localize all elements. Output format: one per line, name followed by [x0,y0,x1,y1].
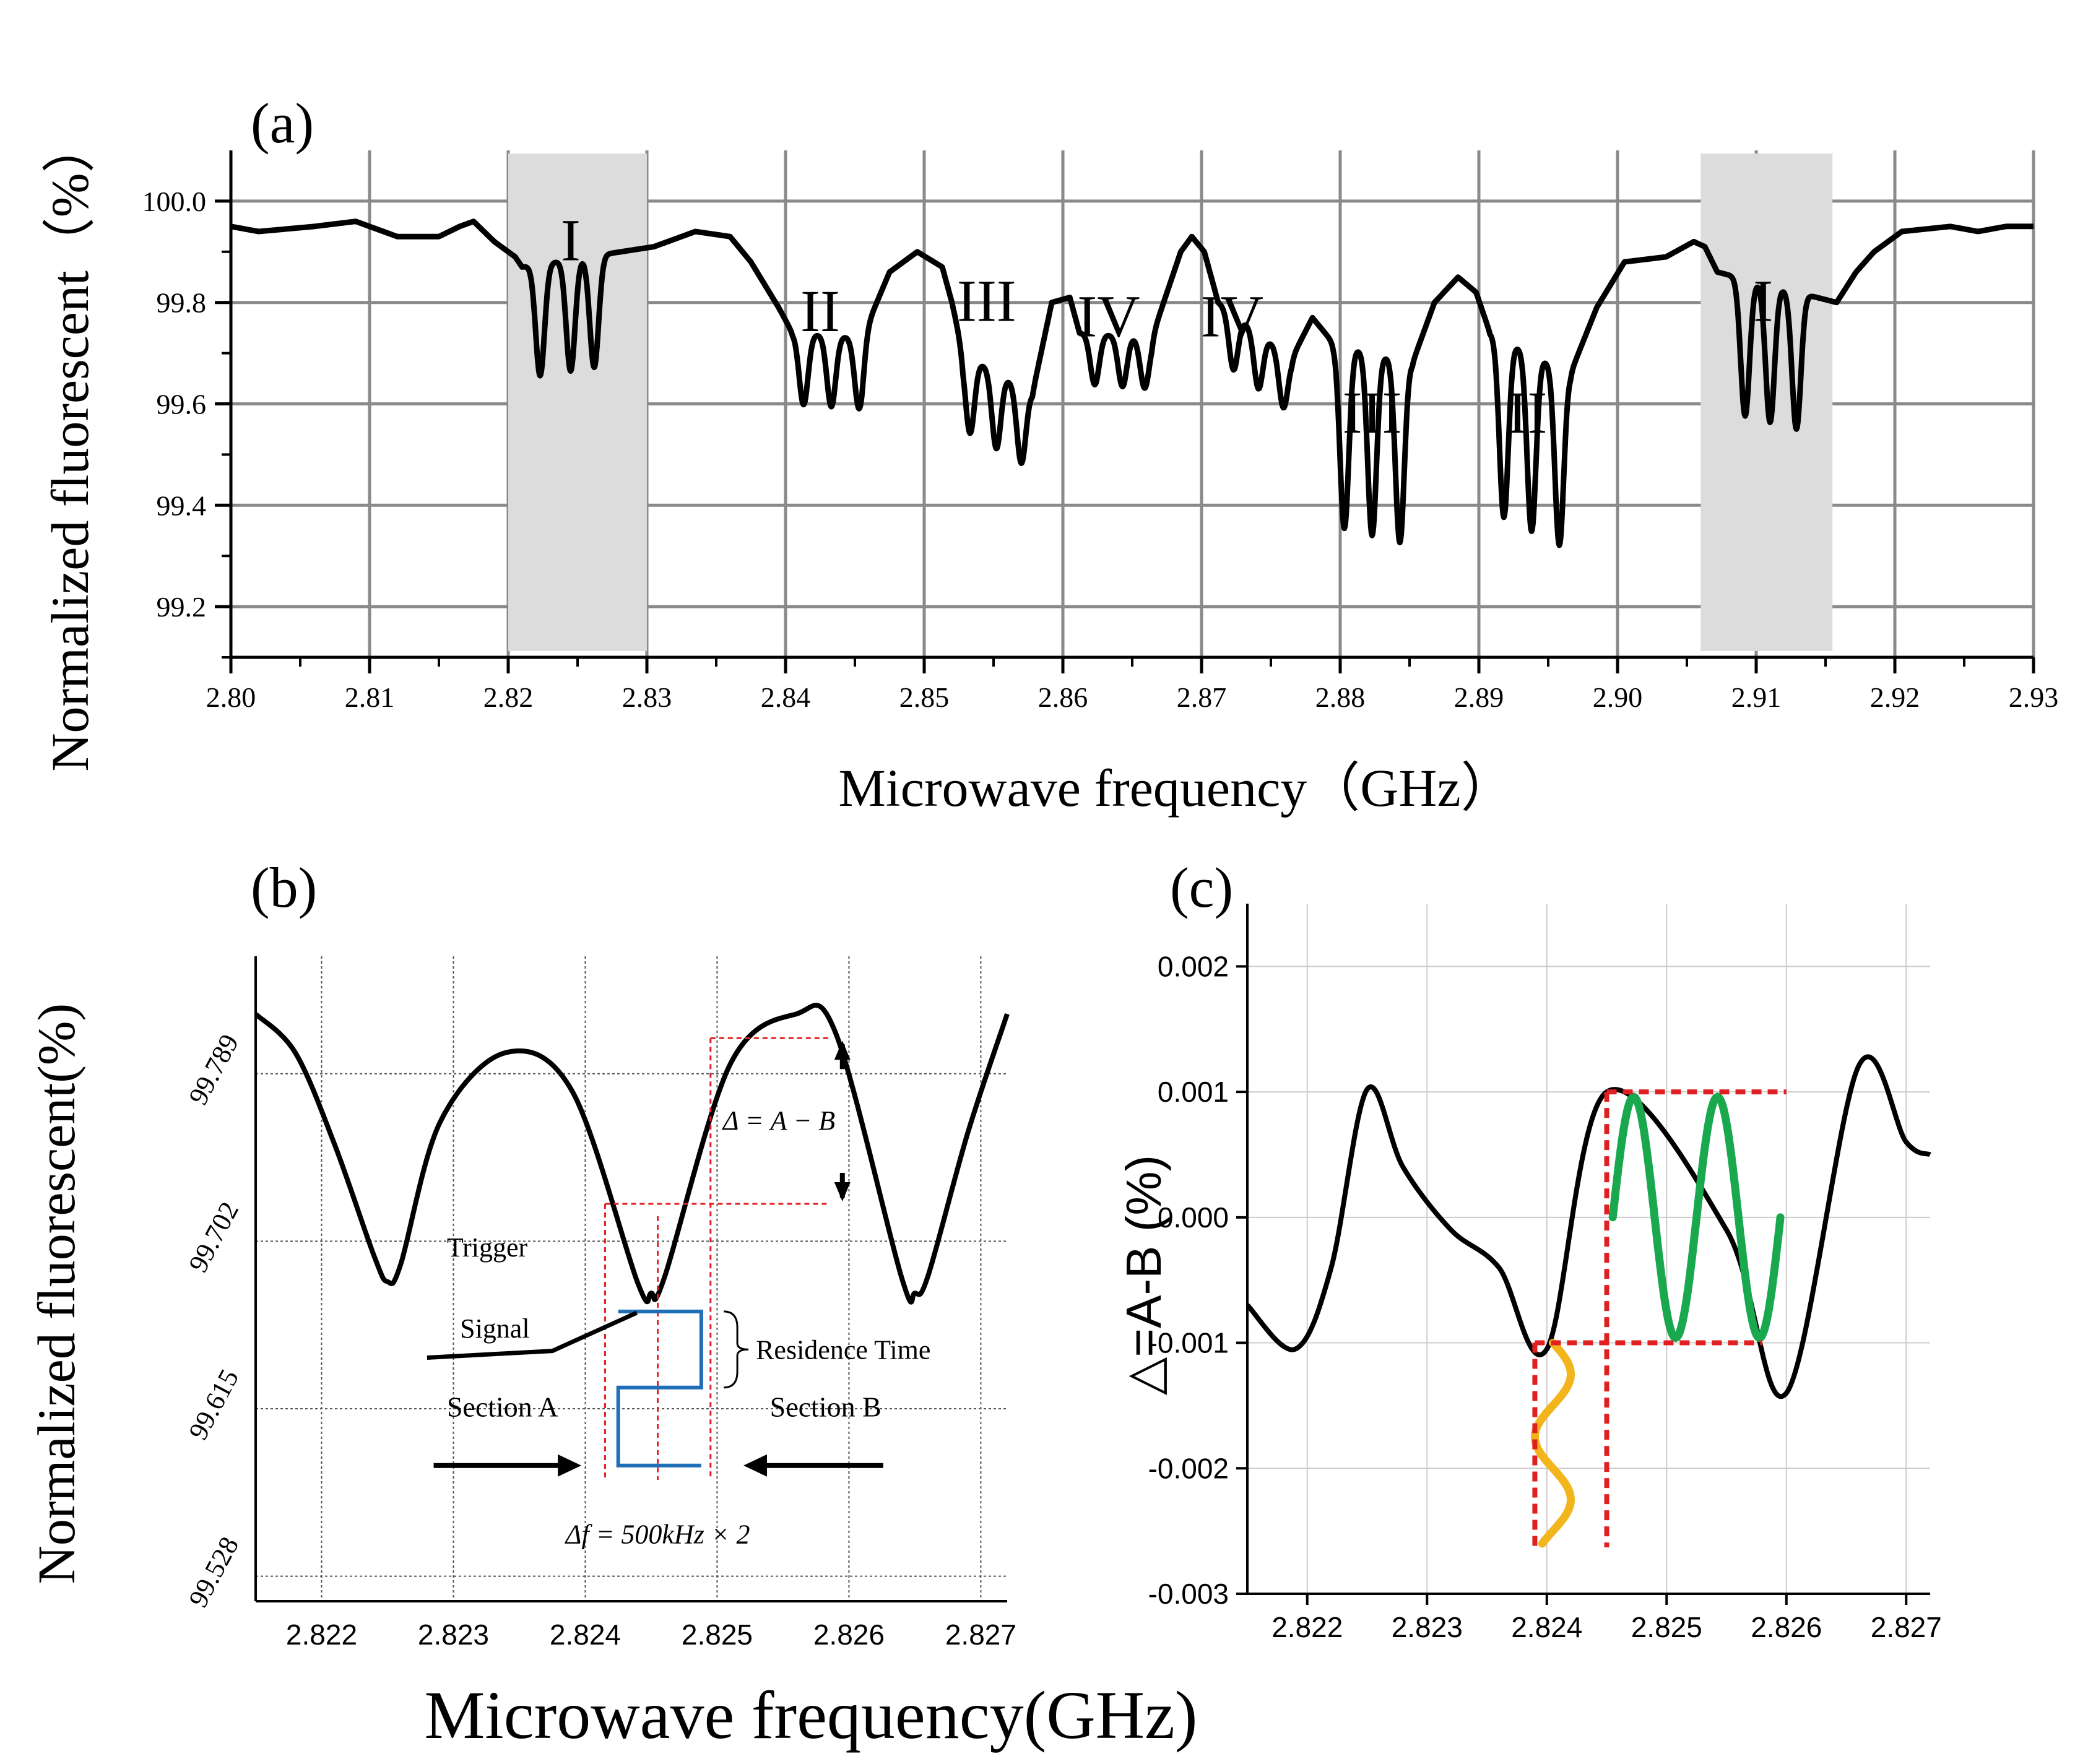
b-signal-label: Signal [460,1313,529,1344]
c-xtick-label: 2.826 [1751,1611,1822,1643]
c-curve [1245,1054,1931,1399]
a-xtick-label: 2.92 [1870,681,1920,713]
a-group-label-7: I [1753,268,1773,334]
b-residence-trace [616,1309,703,1468]
c-axes: 2.822 2.823 2.824 2.825 2.826 2.827 -0.003 -0.0… [1148,904,1942,1643]
a-group-label-3: IV [1077,283,1140,349]
a-curve [228,218,2036,548]
a-group-label-0: I [561,207,581,273]
b-xtick-label: 2.824 [550,1619,621,1651]
c-ytick-label: -0.001 [1148,1327,1229,1359]
a-ylabel: Normalized fluorescent（%） [40,119,100,771]
b-annotations: Δ = A − B Trigger Signal Residence Time Sect… [427,1037,930,1550]
a-xtick-label: 2.83 [622,681,672,713]
a-ytick-label: 99.4 [157,490,207,521]
b-xtick-label: 2.827 [945,1619,1016,1651]
a-ytick-label: 99.2 [157,591,207,623]
b-ytick-label: 99.528 [183,1532,245,1612]
a-xtick-label: 2.88 [1315,681,1366,713]
c-series-green-sine [1608,1092,1785,1342]
b-curve-group [254,1003,1010,1305]
b-df-label: Δf = 500kHz × 2 [565,1520,750,1550]
b-ytick-label: 99.789 [183,1029,245,1110]
a-ytick-label: 100.0 [142,186,207,217]
b-trigger-label: Trigger [447,1232,528,1263]
panel-c-label: (c) [1170,856,1233,919]
a-xtick-label: 2.81 [345,681,395,713]
c-ytick-label: -0.002 [1148,1452,1229,1484]
a-ytick-label: 99.6 [157,389,207,420]
b-residence-label: Residence Time [756,1334,930,1365]
c-ytick-label: 0.001 [1158,1076,1229,1108]
panel-a: 2.80 2.81 2.82 2.83 2.84 2.85 2.86 2.87 2.88 2.89… [40,92,2058,818]
c-ylabel: △=A-B (%) [1116,1155,1171,1395]
a-group-label-2: III [957,268,1016,334]
a-group-label-5: III [1343,379,1402,446]
panel-b: 2.822 2.823 2.824 2.825 2.826 2.827 99.528 99.6… [27,856,1016,1651]
c-xtick-label: 2.825 [1631,1611,1702,1643]
panel-c: 2.822 2.823 2.824 2.825 2.826 2.827 -0.003 -0.0… [1116,856,1942,1643]
c-annotations [1532,1089,1787,1547]
a-xtick-label: 2.85 [899,681,950,713]
c-xtick-label: 2.823 [1392,1611,1463,1643]
a-curve-group [228,218,2036,548]
a-xtick-label: 2.82 [483,681,534,713]
c-ytick-label: 0.002 [1158,950,1229,982]
a-xtick-label: 2.86 [1038,681,1088,713]
a-shaded-regions [508,153,1833,651]
a-axes: 2.80 2.81 2.82 2.83 2.84 2.85 2.86 2.87 2.88 2.89… [142,150,2059,713]
b-grid [256,956,1007,1601]
a-shaded-region-0 [508,153,647,651]
b-ytick-label: 99.615 [183,1364,245,1445]
b-section-a-label: Section A [447,1391,558,1422]
a-group-label-4: IV [1201,283,1263,349]
b-curve [254,1003,1010,1305]
c-xtick-label: 2.822 [1271,1611,1343,1643]
b-delta-label: Δ = A − B [722,1105,835,1136]
c-grid [1247,904,1930,1594]
a-ytick-label: 99.8 [157,287,207,319]
a-group-label-6: II [1507,379,1547,446]
a-xtick-label: 2.87 [1177,681,1227,713]
a-xtick-label: 2.84 [761,681,811,713]
a-xlabel: Microwave frequency（GHz） [838,758,1514,818]
a-xtick-label: 2.80 [206,681,256,713]
b-ylabel: Normalized fluorescent(%) [27,1003,86,1584]
b-section-b-arrowhead [743,1454,767,1477]
a-xtick-label: 2.90 [1593,681,1643,713]
b-delta-arrowhead-down [834,1182,851,1202]
c-xtick-label: 2.827 [1871,1611,1942,1643]
shared-xlabel: Microwave frequency(GHz) [424,1677,1197,1753]
b-xtick-label: 2.825 [682,1619,753,1651]
b-section-a-arrowhead [558,1454,582,1477]
panel-b-label: (b) [251,856,317,919]
b-xtick-label: 2.823 [418,1619,489,1651]
a-xtick-label: 2.91 [1731,681,1782,713]
c-curve-group [1245,1054,1931,1548]
b-xtick-label: 2.826 [813,1619,885,1651]
a-group-label-1: II [800,278,840,344]
b-delta-arrowhead-up [834,1040,851,1060]
b-ytick-label: 99.702 [183,1197,245,1278]
a-xtick-label: 2.93 [2009,681,2059,713]
b-xtick-label: 2.822 [286,1619,357,1651]
panel-a-label: (a) [251,92,314,155]
a-xtick-label: 2.89 [1454,681,1504,713]
c-ytick-label: -0.003 [1148,1578,1229,1610]
b-section-b-label: Section B [770,1391,882,1422]
c-series-orange-sine [1530,1339,1575,1548]
b-trigger-line [427,1310,638,1360]
c-xtick-label: 2.824 [1511,1611,1582,1643]
c-ytick-label: 0.000 [1158,1201,1229,1234]
b-brace [724,1310,749,1389]
